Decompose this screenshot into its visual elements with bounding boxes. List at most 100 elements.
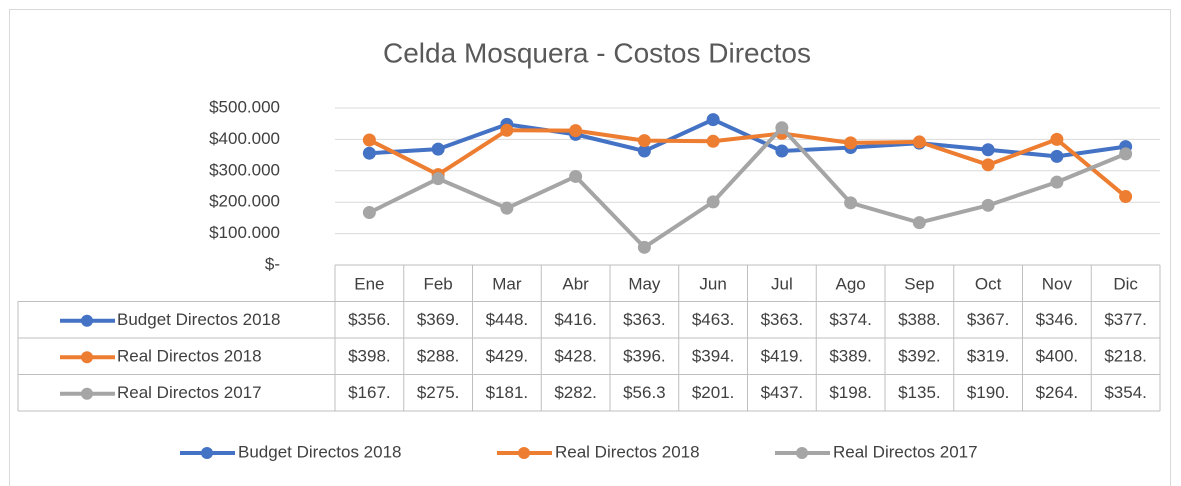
data-label: $264. (1036, 383, 1079, 402)
table-key-marker (81, 314, 93, 327)
legend-key-marker (796, 447, 808, 459)
x-tick-label: Dic (1113, 275, 1138, 294)
point (569, 169, 583, 183)
x-tick-label: Ago (836, 275, 866, 294)
legend-key-marker (518, 447, 530, 459)
x-tick-label: Jun (699, 275, 726, 294)
point (1050, 149, 1064, 163)
x-tick-label: Feb (423, 275, 452, 294)
data-label: $429. (486, 347, 529, 366)
point (706, 134, 720, 148)
point (912, 135, 926, 149)
data-label: $363. (761, 310, 804, 329)
data-label: $190. (967, 383, 1010, 402)
point (1050, 175, 1064, 189)
series-line (368, 125, 1127, 250)
point (775, 144, 789, 158)
point (1050, 132, 1064, 146)
data-label: $369. (417, 310, 460, 329)
point (637, 240, 651, 254)
x-tick-label: Sep (904, 275, 934, 294)
point (362, 146, 376, 160)
point (431, 142, 445, 156)
x-tick-label: Ene (354, 275, 384, 294)
data-label: $398. (348, 347, 391, 366)
y-tick-label: $100.000 (209, 223, 280, 242)
data-label: $346. (1036, 310, 1079, 329)
data-label: $400. (1036, 347, 1079, 366)
series-line (368, 128, 1127, 199)
point (637, 134, 651, 148)
point (912, 216, 926, 230)
data-label: $392. (898, 347, 941, 366)
data-label: $419. (761, 347, 804, 366)
data-label: $356. (348, 310, 391, 329)
y-tick-label: $200.000 (209, 192, 280, 211)
legend-key-marker (201, 447, 213, 459)
data-label: $275. (417, 383, 460, 402)
data-label: $198. (829, 383, 872, 402)
data-label: $201. (692, 383, 735, 402)
x-tick-label: Jul (771, 275, 793, 294)
point (1119, 190, 1133, 204)
data-label: $218. (1104, 347, 1147, 366)
chart-border (9, 9, 1171, 486)
point (844, 196, 858, 210)
data-label: $319. (967, 347, 1010, 366)
point (637, 144, 651, 158)
data-label: $448. (486, 310, 529, 329)
legend-label: Budget Directos 2018 (238, 442, 402, 461)
point (775, 121, 789, 135)
x-tick-label: May (628, 275, 661, 294)
data-label: $135. (898, 383, 941, 402)
x-tick-label: Mar (492, 275, 522, 294)
data-label: $181. (486, 383, 529, 402)
point (981, 143, 995, 157)
x-tick-label: Abr (562, 275, 589, 294)
data-label: $416. (554, 310, 597, 329)
data-label: $288. (417, 347, 460, 366)
data-label: $394. (692, 347, 735, 366)
point (981, 198, 995, 212)
table-series-name: Budget Directos 2018 (117, 310, 281, 329)
series-line (369, 117, 1126, 159)
point (1119, 147, 1133, 161)
data-label: $363. (623, 310, 666, 329)
data-label: $377. (1104, 310, 1147, 329)
table-series-name: Real Directos 2017 (117, 383, 262, 402)
point (706, 113, 720, 127)
point (981, 158, 995, 172)
data-label: $437. (761, 383, 804, 402)
data-label: $56.3 (623, 383, 666, 402)
y-tick-label: $- (265, 254, 280, 273)
data-label: $396. (623, 347, 666, 366)
point (844, 136, 858, 150)
data-label: $388. (898, 310, 941, 329)
legend-label: Real Directos 2017 (833, 442, 978, 461)
point (362, 206, 376, 220)
chart-title: Celda Mosquera - Costos Directos (383, 37, 811, 68)
data-label: $428. (554, 347, 597, 366)
legend-label: Real Directos 2018 (555, 442, 700, 461)
table-key-marker (81, 387, 93, 400)
point (569, 124, 583, 138)
point (431, 172, 445, 186)
point (706, 195, 720, 209)
data-label: $167. (348, 383, 391, 402)
table-key-marker (81, 351, 93, 364)
table-series-name: Real Directos 2018 (117, 347, 262, 366)
point (500, 201, 514, 215)
y-tick-label: $400.000 (209, 129, 280, 148)
y-tick-label: $300.000 (209, 160, 280, 179)
data-label: $282. (554, 383, 597, 402)
x-tick-label: Nov (1042, 275, 1073, 294)
data-label: $374. (829, 310, 872, 329)
data-label: $354. (1104, 383, 1147, 402)
data-label: $389. (829, 347, 872, 366)
x-tick-label: Oct (975, 275, 1002, 294)
point (362, 133, 376, 147)
data-label: $367. (967, 310, 1010, 329)
data-label: $463. (692, 310, 735, 329)
